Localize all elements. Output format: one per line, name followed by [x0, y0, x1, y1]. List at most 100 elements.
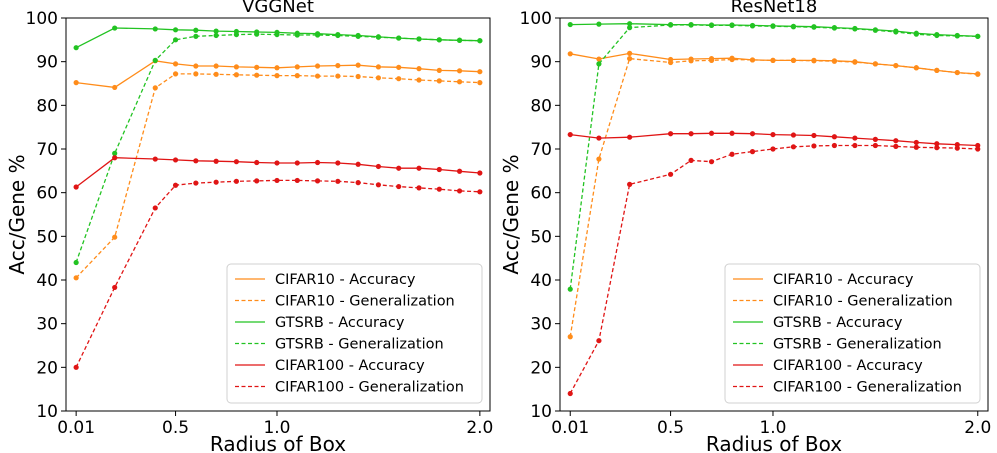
data-point: [729, 151, 735, 157]
data-point: [567, 131, 573, 138]
data-point: [254, 159, 260, 166]
data-point: [112, 25, 118, 31]
series-4: [567, 22, 981, 292]
data-point: [396, 35, 402, 41]
data-point: [375, 64, 382, 70]
series-4: [73, 31, 483, 266]
series-6: [567, 142, 981, 397]
data-point: [152, 85, 158, 91]
data-point: [729, 56, 735, 63]
legend-label: GTSRB - Accuracy: [773, 315, 903, 331]
data-point: [112, 155, 118, 161]
data-point: [688, 58, 694, 64]
data-point: [627, 56, 633, 62]
data-point: [627, 50, 633, 56]
data-point: [254, 31, 260, 37]
data-point: [567, 51, 573, 57]
data-point: [934, 141, 940, 147]
data-point: [770, 146, 776, 152]
legend-label: CIFAR100 - Accuracy: [275, 358, 425, 374]
data-point: [596, 338, 602, 344]
data-point: [667, 171, 674, 177]
data-point: [436, 67, 442, 73]
data-point: [274, 160, 280, 166]
data-point: [852, 142, 858, 149]
legend-box: [226, 263, 483, 404]
data-point: [477, 189, 483, 195]
x-tick-label: 0.01: [57, 418, 95, 438]
data-point: [811, 58, 817, 64]
data-point: [152, 26, 158, 32]
data-point: [567, 334, 573, 340]
data-point: [254, 72, 260, 78]
data-point: [172, 61, 179, 67]
data-point: [355, 73, 361, 80]
legend: CIFAR10 - Accuracy CIFAR10 - Generalizati…: [724, 263, 981, 404]
data-point: [831, 134, 838, 140]
data-point: [893, 29, 899, 35]
legend: CIFAR10 - Accuracy CIFAR10 - Generalizati…: [226, 263, 483, 404]
data-point: [294, 177, 300, 184]
data-point: [416, 36, 422, 42]
data-point: [152, 156, 158, 162]
data-point: [112, 234, 118, 240]
data-point: [667, 131, 674, 137]
x-tick-label: 0.01: [551, 418, 589, 438]
data-point: [831, 142, 838, 149]
data-point: [770, 131, 776, 138]
data-point: [73, 45, 79, 51]
data-point: [314, 73, 321, 79]
series-2: [567, 56, 981, 340]
x-axis-label: Radius of Box: [210, 432, 346, 453]
data-point: [314, 159, 321, 166]
legend-label: CIFAR10 - Generalization: [773, 294, 953, 310]
data-point: [355, 180, 361, 186]
data-point: [790, 132, 797, 138]
data-point: [193, 33, 199, 39]
series-line: [569, 24, 978, 290]
data-point: [172, 37, 179, 43]
data-point: [375, 182, 382, 188]
y-tick-label: 90: [36, 53, 58, 73]
data-point: [436, 166, 442, 173]
data-point: [335, 160, 341, 166]
data-point: [596, 61, 602, 67]
data-point: [934, 67, 940, 73]
chart-title: VGGNet: [242, 0, 314, 17]
data-point: [708, 159, 715, 165]
series-1: [567, 50, 981, 77]
y-tick-label: 90: [530, 53, 552, 73]
data-point: [396, 183, 402, 190]
data-point: [975, 146, 981, 152]
data-point: [567, 286, 573, 292]
y-axis-label: Acc/Gene %: [499, 154, 523, 274]
y-tick-label: 20: [530, 358, 552, 378]
data-point: [872, 27, 878, 33]
plot-frame: [65, 17, 491, 412]
data-point: [954, 145, 960, 151]
data-point: [456, 68, 463, 74]
data-point: [975, 71, 981, 77]
y-tick-label: 40: [36, 271, 58, 291]
data-point: [913, 65, 919, 71]
data-point: [213, 179, 219, 185]
legend-label: CIFAR100 - Generalization: [773, 380, 962, 396]
y-tick-label: 50: [36, 227, 58, 247]
x-tick-label: 0.5: [657, 418, 684, 438]
series-5: [73, 155, 483, 190]
data-point: [355, 161, 361, 167]
data-point: [294, 64, 300, 70]
data-point: [934, 32, 940, 39]
data-point: [213, 32, 219, 39]
data-point: [416, 77, 422, 83]
data-point: [274, 65, 280, 71]
data-point: [233, 31, 240, 38]
x-axis-label: Radius of Box: [706, 432, 842, 453]
data-point: [790, 57, 797, 63]
legend-label: CIFAR10 - Accuracy: [275, 272, 416, 288]
data-point: [335, 32, 341, 39]
data-point: [112, 84, 118, 91]
data-point: [233, 72, 240, 78]
data-point: [213, 63, 219, 69]
